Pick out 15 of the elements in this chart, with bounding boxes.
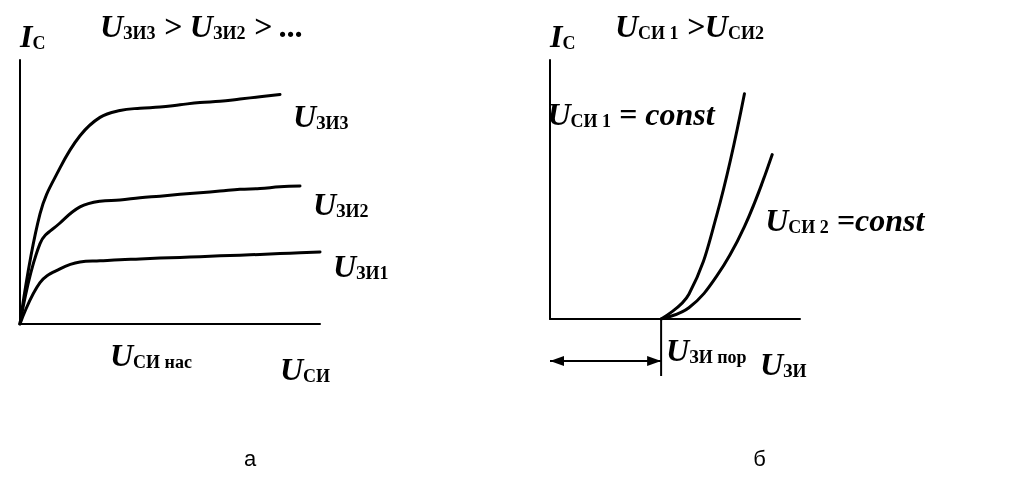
chart-title: UСИ 1 >UСИ2 [615,8,764,44]
x-axis-title: UЗИ [760,346,807,382]
text: UЗИ пор [666,332,747,368]
chart-title: UЗИ3 > UЗИ2 > ... [100,8,304,44]
y-axis-title: IС [19,18,46,54]
text: б [753,445,766,471]
x-axis-title: UСИ [280,351,331,387]
y-axis-title: IС [549,18,576,54]
series-label: UЗИ3 [293,98,349,135]
series-label: UЗИ2 [313,186,369,223]
series-label: UСИ 2 =const [765,201,926,238]
text: а [243,445,257,471]
series-label: UЗИ1 [333,247,389,284]
series-label: UСИ 1 = const [547,95,716,132]
text: UСИ нас [110,337,192,373]
